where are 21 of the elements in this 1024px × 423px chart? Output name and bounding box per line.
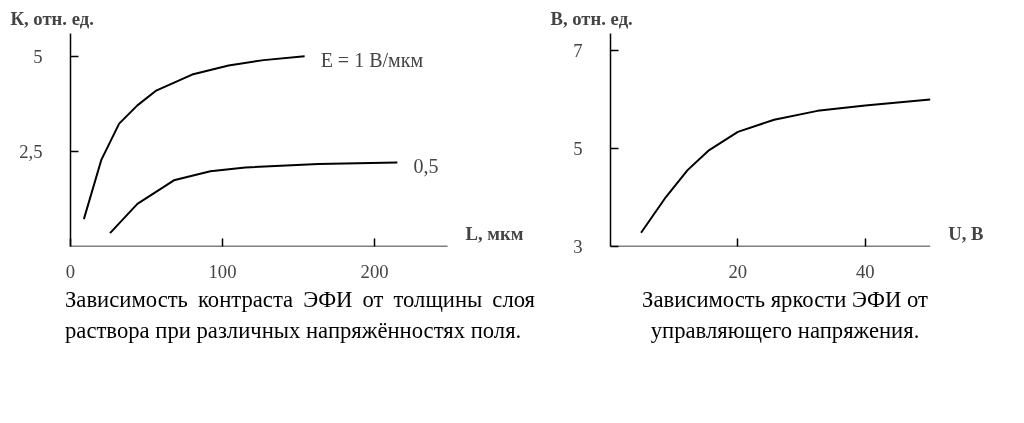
x-tick-label: 20 xyxy=(728,260,748,282)
y-axis-title: К, отн. ед. xyxy=(10,7,94,29)
x-tick-label: 200 xyxy=(360,260,389,282)
text: Зависимость яркости ЭФИ от управляющего напряжения. xyxy=(641,286,929,345)
y-tick-label: 7 xyxy=(573,40,583,62)
x-axis-title: L, мкм xyxy=(465,222,524,244)
y-axis-title: В, отн. ед. xyxy=(550,7,633,29)
line-series xyxy=(640,98,932,234)
text: Зависимость контраста ЭФИ от толщины слоя раствора при различных напряжённостях поля. xyxy=(65,286,535,345)
x-axis-title: U, В xyxy=(948,222,984,244)
x-tick-label: 100 xyxy=(208,260,237,282)
y-tick-label: 2,5 xyxy=(19,140,43,162)
y-tick-label: 5 xyxy=(33,45,43,67)
y-tick-label: 5 xyxy=(573,138,583,160)
series-label: 0,5 xyxy=(413,155,439,178)
line-series xyxy=(82,55,306,221)
x-tick-label: 0 xyxy=(65,260,76,282)
y-tick-label: 3 xyxy=(573,236,583,257)
line-series xyxy=(109,161,399,235)
series-label: E = 1 В/мкм xyxy=(320,49,424,72)
x-tick-label: 40 xyxy=(855,260,875,282)
